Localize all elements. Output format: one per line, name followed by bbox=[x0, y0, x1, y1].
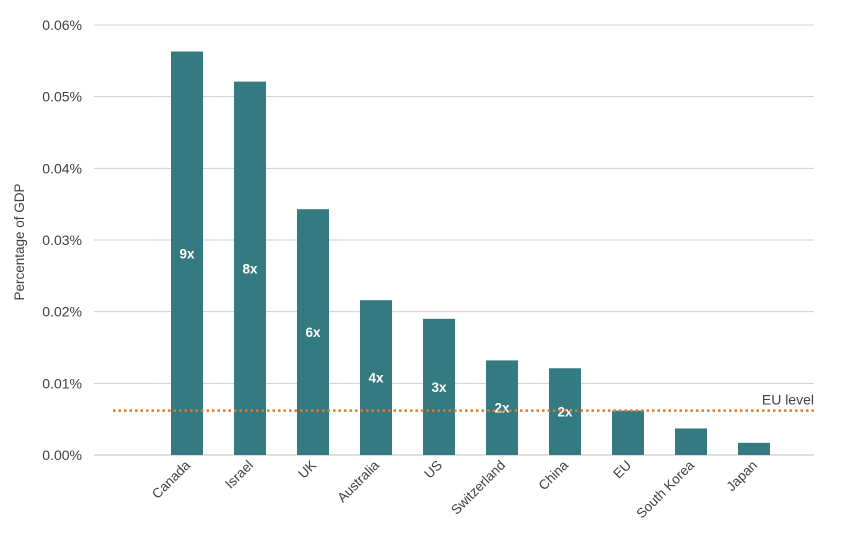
y-tick-label: 0.00% bbox=[42, 447, 82, 463]
y-axis-ticks: 0.00% 0.01% 0.02% 0.03% 0.04% 0.05% 0.06% bbox=[42, 17, 82, 463]
x-category-label: Australia bbox=[334, 457, 382, 505]
x-axis-categories: Canada Israel UK Australia US Switzerland Chin… bbox=[149, 457, 760, 521]
x-category-label: EU bbox=[610, 458, 634, 482]
x-category-label: China bbox=[536, 457, 572, 493]
y-tick-label: 0.05% bbox=[42, 89, 82, 105]
bar-japan bbox=[738, 442, 770, 455]
bar-data-label: 6x bbox=[305, 325, 321, 340]
reference-line-label: EU level bbox=[762, 392, 814, 408]
reference-line-group: EU level bbox=[113, 392, 814, 412]
x-category-label: US bbox=[421, 458, 445, 482]
y-tick-label: 0.02% bbox=[42, 304, 82, 320]
x-category-label: South Korea bbox=[633, 457, 697, 521]
bar-uk bbox=[297, 209, 329, 455]
y-axis-title: Percentage of GDP bbox=[12, 183, 27, 300]
x-category-label: UK bbox=[295, 458, 319, 482]
x-category-label: Israel bbox=[222, 458, 256, 492]
y-tick-label: 0.01% bbox=[42, 375, 82, 391]
bar-data-label: 3x bbox=[431, 380, 447, 395]
y-tick-label: 0.03% bbox=[42, 232, 82, 248]
bar-data-label: 2x bbox=[494, 401, 510, 416]
grid-lines bbox=[94, 24, 814, 456]
bar-switzerland bbox=[486, 360, 518, 455]
y-tick-label: 0.04% bbox=[42, 160, 82, 176]
x-category-label: Switzerland bbox=[448, 458, 508, 518]
bar-data-label: 2x bbox=[557, 405, 573, 420]
bars: 9x 8x 6x 4x 3x 2x 2x bbox=[171, 51, 770, 456]
bar-australia bbox=[360, 300, 392, 455]
bar-eu bbox=[612, 410, 644, 455]
y-tick-label: 0.06% bbox=[42, 17, 82, 33]
bar-israel bbox=[234, 81, 266, 455]
bar-canada bbox=[171, 51, 203, 456]
x-category-label: Canada bbox=[149, 457, 193, 501]
bar-us bbox=[423, 318, 455, 455]
bar-data-label: 9x bbox=[179, 246, 195, 261]
bar-south-korea bbox=[675, 428, 707, 455]
x-category-label: Japan bbox=[723, 458, 760, 495]
bar-data-label: 8x bbox=[242, 261, 258, 276]
bar-data-label: 4x bbox=[368, 371, 384, 386]
